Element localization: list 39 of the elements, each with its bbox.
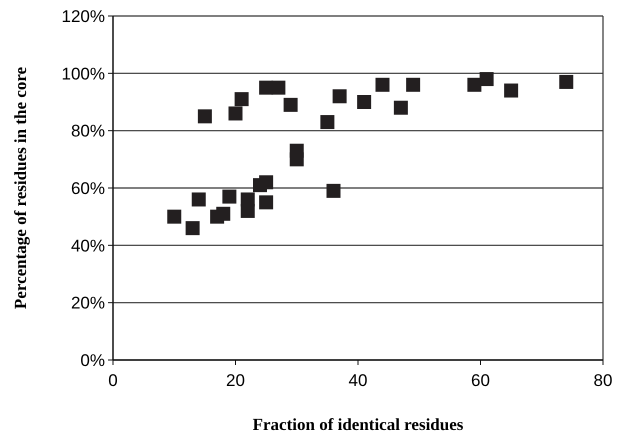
x-tick-label: 20 — [226, 371, 245, 390]
y-tick-label: 0% — [80, 350, 105, 370]
point — [467, 78, 482, 92]
y-tick-label: 80% — [70, 122, 105, 141]
point — [259, 175, 274, 190]
point — [332, 89, 347, 104]
point — [559, 74, 574, 89]
point — [259, 195, 274, 210]
point — [406, 78, 420, 92]
y-axis-title: Percentage of residues in the core — [11, 66, 30, 310]
x-axis-title: Fraction of identical residues — [252, 415, 464, 434]
point — [326, 184, 340, 198]
y-tick-label: 40% — [70, 236, 105, 256]
point — [284, 98, 298, 112]
x-tick-label: 80 — [594, 371, 612, 390]
point — [394, 100, 408, 115]
point — [198, 109, 212, 124]
point — [504, 84, 518, 98]
y-tick-label: 100% — [62, 64, 105, 84]
x-tick-label: 60 — [471, 371, 490, 390]
point — [376, 78, 390, 92]
y-tick-label: 120% — [62, 6, 105, 26]
point — [222, 190, 236, 204]
point — [216, 206, 230, 221]
point — [167, 210, 182, 224]
x-tick-label: 0 — [108, 371, 118, 390]
point — [228, 106, 242, 120]
point — [320, 115, 334, 130]
y-tick-label: 20% — [70, 294, 105, 313]
x-tick-label: 40 — [348, 371, 368, 390]
point — [357, 95, 372, 109]
point — [480, 72, 494, 86]
point — [186, 221, 200, 236]
point — [271, 80, 286, 95]
point — [240, 204, 255, 218]
point — [234, 92, 249, 106]
point — [290, 152, 304, 166]
point — [192, 192, 206, 206]
y-tick-label: 60% — [70, 178, 105, 198]
